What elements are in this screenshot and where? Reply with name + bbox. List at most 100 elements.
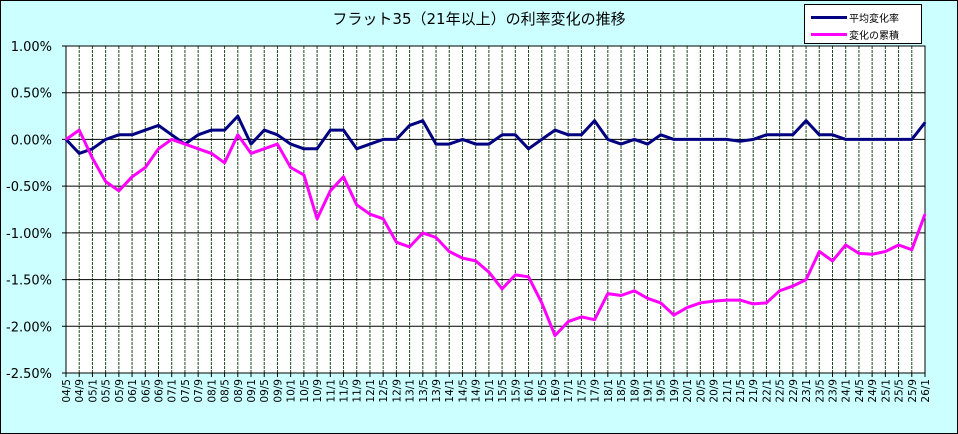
data-point [78,152,81,155]
x-tick-label: 14/5 [457,379,469,403]
data-point [263,129,266,131]
data-point [514,133,517,136]
data-point [382,138,384,141]
data-point [303,174,305,176]
y-tick-label: -0.50% [6,180,52,195]
data-point [316,147,318,150]
x-tick-label: 16/9 [550,379,562,403]
x-tick-label: 20/5 [695,379,707,403]
data-point [739,299,741,301]
data-point [157,124,160,127]
data-point [686,138,688,141]
x-tick-label: 21/5 [735,379,747,403]
data-point [435,143,437,145]
legend-swatch-average [811,16,847,19]
data-point [884,250,887,253]
x-tick-label: 10/9 [312,379,324,403]
data-point [501,133,503,136]
data-point [699,302,702,304]
legend-label-average: 平均変化率 [849,14,899,25]
x-tick-label: 23/5 [814,379,826,403]
legend-label-cumulative: 変化の累積 [849,31,899,42]
y-tick-label: 1.00% [11,40,52,55]
data-point [382,218,384,220]
data-point [725,299,728,301]
x-tick-label: 13/9 [431,379,443,403]
data-point [633,138,636,141]
data-point [858,252,860,255]
x-tick-label: 22/1 [761,379,773,403]
data-point [488,271,490,273]
x-tick-label: 11/1 [325,379,337,403]
data-point [223,129,226,131]
data-point [712,300,715,302]
data-point [250,152,252,155]
x-tick-label: 20/9 [709,379,721,403]
x-tick-label: 10/1 [286,379,298,403]
data-point [659,302,662,304]
data-point [580,133,583,136]
data-point [540,302,543,304]
legend-swatch-cumulative [811,33,847,36]
y-tick-label: -1.50% [6,274,52,289]
data-point [659,133,662,136]
x-tick-label: 15/9 [510,379,522,403]
data-point [580,316,583,318]
legend-item-average: 平均変化率 [811,10,899,25]
data-point [65,138,67,141]
data-point [725,138,728,141]
data-point [818,250,821,253]
x-tick-label: 05/1 [87,379,99,403]
data-point [355,147,358,150]
x-tick-label: 17/1 [563,379,575,403]
data-point [91,157,94,159]
x-tick-label: 11/5 [339,379,351,403]
x-tick-label: 12/5 [378,379,390,403]
x-tick-label: 06/9 [154,379,166,403]
x-tick-label: 18/1 [603,379,615,403]
data-point [369,213,371,215]
data-point [924,121,926,124]
data-point [527,275,530,278]
x-tick-label: 07/1 [167,379,179,403]
x-tick-label: 25/5 [894,379,906,403]
series-line-average [64,114,927,155]
plot-area [65,45,926,374]
data-point [276,143,279,145]
data-point [435,236,437,239]
x-tick-label: 11/9 [352,379,364,403]
x-tick-label: 13/5 [418,379,430,403]
data-point [607,292,609,295]
data-point [752,303,754,305]
data-point [118,133,120,136]
data-point [91,147,94,150]
data-point [646,297,649,300]
data-point [276,133,279,136]
data-point [170,138,173,141]
x-tick-label: 18/5 [616,379,628,403]
data-point [408,124,411,127]
x-tick-label: 08/9 [233,379,245,403]
data-point [501,288,503,290]
x-tick-label: 09/5 [259,379,271,403]
data-point [210,152,213,155]
data-point [633,289,636,292]
y-tick-label: 0.00% [11,133,52,148]
data-point [197,147,199,150]
x-tick-label: 18/9 [629,379,641,403]
data-point [910,138,913,141]
x-tick-label: 23/9 [827,379,839,403]
data-point [157,147,160,150]
data-point [289,143,292,145]
data-point [673,314,675,316]
data-point [342,176,345,178]
data-point [461,257,464,259]
x-tick-label: 08/1 [206,379,218,403]
data-point [844,244,847,246]
x-tick-label: 16/5 [537,379,549,403]
data-point [910,248,913,251]
y-tick-label: -1.00% [6,227,52,242]
data-point [607,138,609,141]
data-point [554,129,556,131]
